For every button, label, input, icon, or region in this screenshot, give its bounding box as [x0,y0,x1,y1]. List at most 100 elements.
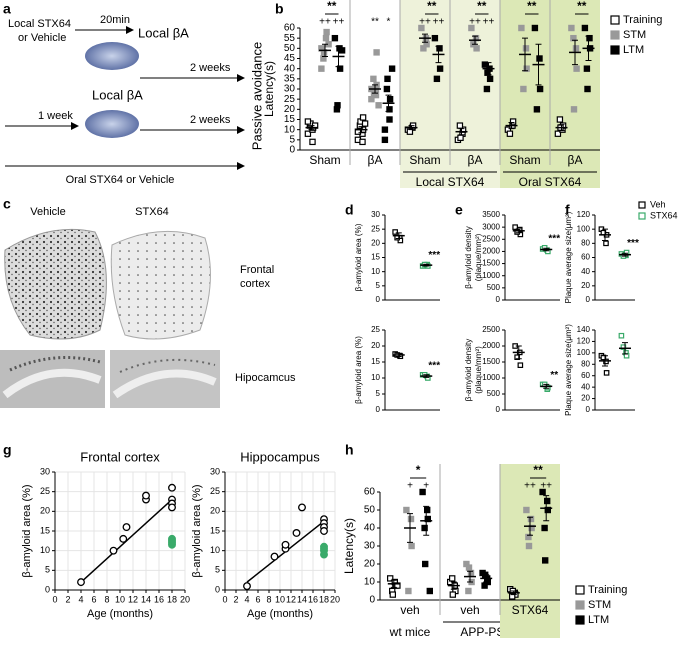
data-point [541,557,549,564]
data-point [368,95,375,103]
legend-marker [610,30,620,40]
x-tick-label: veh [460,603,479,617]
annotation: ** [527,0,537,13]
diagram-text: 1 week [38,110,73,122]
data-point [336,65,344,72]
data-point [320,527,328,535]
y-tick-label: 30 [371,210,380,219]
x-tick-label: 0 [222,594,227,604]
data-point [556,116,564,123]
panel-a: a Local STX64 or Vehicle 20min Local βA … [3,1,264,186]
panel-label: g [3,442,12,458]
x-tick-label: βA [468,153,483,167]
error-bar [543,247,550,252]
data-point [581,24,589,32]
y-tick-label: 100 [577,348,591,357]
y-tick-label: 0 [496,405,501,414]
x-tick-label: Sham [309,153,340,167]
y-tick-label: 3500 [482,210,500,219]
x-tick-label: Sham [509,153,540,167]
data-point [525,533,532,541]
data-point [518,24,525,32]
x-tick-label: 0 [52,594,57,604]
data-point [528,524,535,532]
error-bar [510,590,517,596]
error-bar [435,45,442,64]
data-point [304,118,312,125]
data-point [407,515,415,523]
y-tick-label: 30 [210,466,220,476]
error-bar [308,125,315,131]
annotation: *** [428,360,440,371]
x-axis-label: Age (months) [87,608,153,620]
y-tick-label: 60 [364,487,376,498]
y-tick-label: 10 [371,267,380,276]
data-point [424,506,431,514]
row-label: cortex [240,278,270,290]
error-bar [515,228,522,234]
data-point [388,65,396,72]
x-tick-label: Sham [409,153,440,167]
annotation: ** [427,0,437,13]
micrograph [4,228,107,340]
data-point [514,229,520,235]
error-bar [422,33,428,43]
data-point [465,564,473,571]
data-point [298,503,306,512]
data-point [384,75,391,83]
x-tick-label: 10 [275,594,285,604]
y-tick-label: 500 [487,283,501,292]
y-tick-label: 0 [45,584,50,594]
y-tick-label: 500 [487,389,501,398]
y-tick-label: 0 [586,405,591,414]
annotation: ++ [524,481,536,492]
y-tick-label: 1000 [482,373,500,382]
data-point [583,65,591,72]
data-point [486,75,494,83]
x-tick-label: βA [368,153,383,167]
data-point [484,69,491,76]
data-point [533,106,541,113]
y-tick-label: 3000 [482,222,500,231]
data-point [370,75,377,83]
y-tick-label: 80 [581,359,590,368]
y-tick-label: 35 [284,73,296,84]
y-tick-label: 20 [40,506,50,516]
data-point [77,578,85,587]
data-point [383,85,391,93]
legend-label: Training [623,14,662,26]
data-point [392,229,398,235]
group-label: Local STX64 [416,175,485,189]
legend-marker [575,615,585,625]
y-axis-label: β-amyloid area (%) [354,336,363,404]
error-bar [335,45,342,68]
legend-label: STX64 [650,210,678,220]
error-bar [522,37,528,72]
annotation: ++ [419,17,431,28]
data-point [481,61,489,68]
data-point [424,515,432,523]
y-tick-label: 40 [581,267,590,276]
y-axis-label: Plaque average size(μm²) [564,211,573,303]
y-tick-label: 5 [289,134,295,145]
data-point [541,524,548,532]
data-point [570,34,577,42]
y-axis-label: Latency(s) [342,518,356,574]
error-bar [450,581,457,590]
x-tick-label: 16 [308,594,318,604]
legend-label: STM [623,29,646,41]
y-tick-label: 20 [284,104,296,115]
x-tick-label: 6 [91,594,96,604]
data-point [433,75,441,83]
y-tick-label: 40 [364,523,376,534]
data-point [527,515,535,523]
y-tick-label: 45 [284,53,296,64]
y-tick-label: 50 [364,505,376,516]
data-point [436,65,444,72]
annotation: * [387,17,391,28]
data-point [523,506,530,514]
legend-label: STM [588,599,611,611]
y-tick-label: 2000 [482,341,500,350]
y-tick-label: 5 [215,565,220,575]
